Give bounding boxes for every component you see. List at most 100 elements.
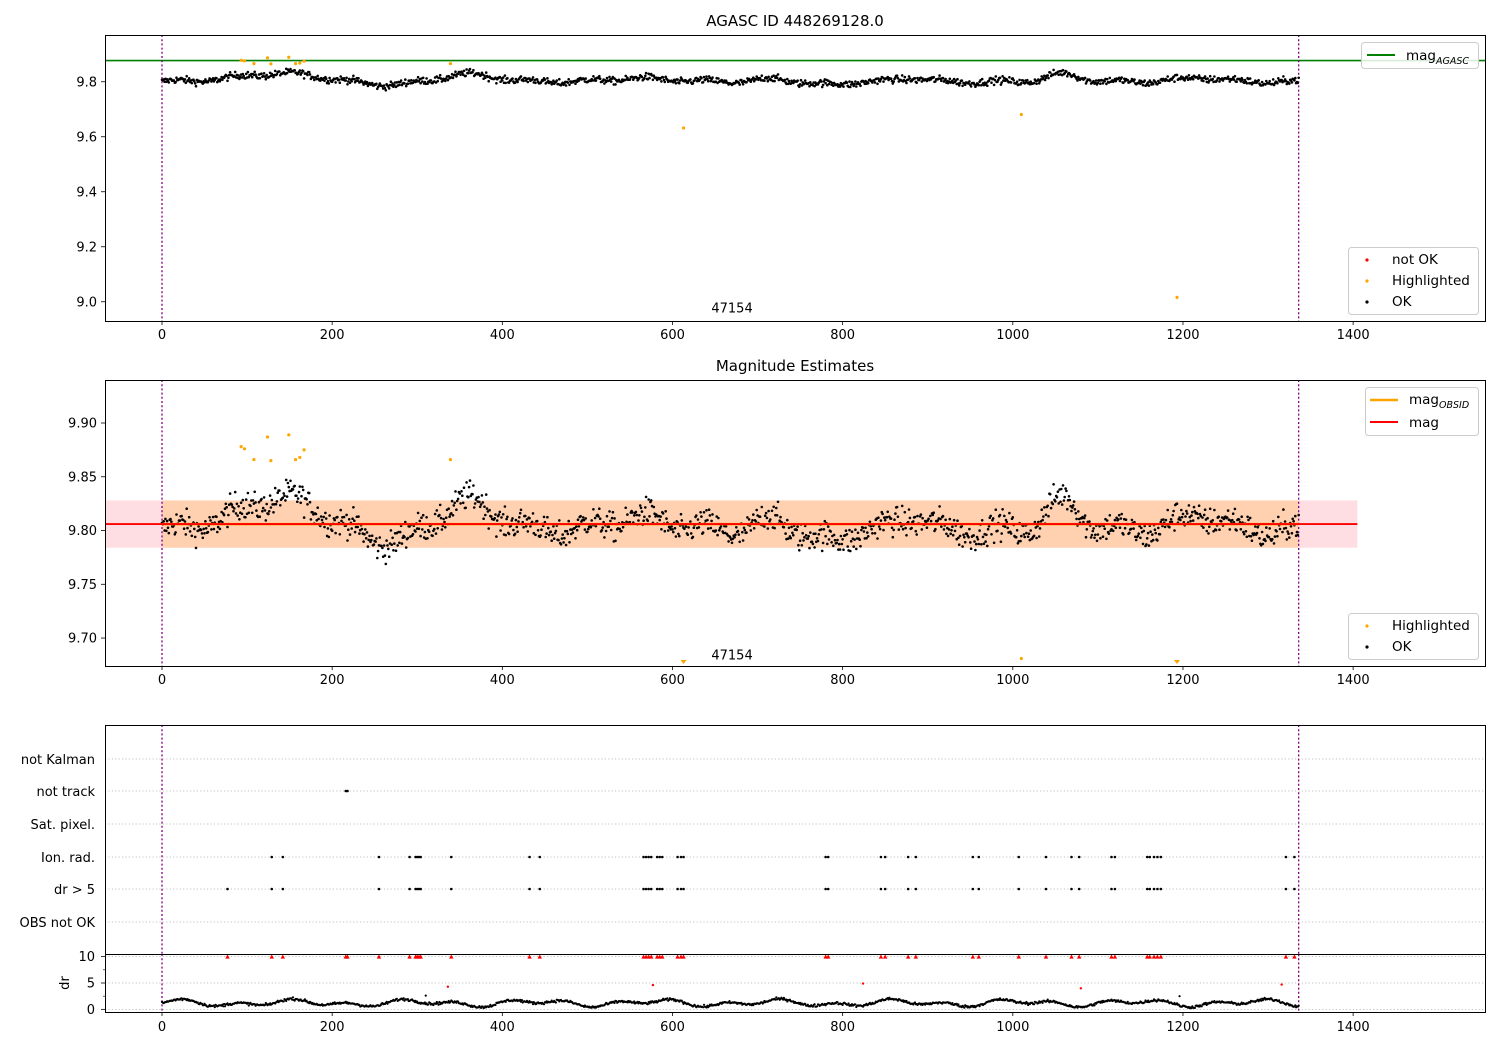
ok-point bbox=[558, 519, 561, 522]
ok-point bbox=[450, 512, 453, 515]
ok-point bbox=[1169, 518, 1173, 521]
ok-point bbox=[895, 74, 899, 77]
dr-clipped-marker bbox=[882, 954, 888, 959]
ok-point bbox=[526, 530, 530, 533]
ok-point bbox=[278, 70, 281, 73]
ok-point bbox=[493, 517, 497, 520]
ok-point bbox=[829, 530, 832, 533]
ok-point bbox=[559, 543, 563, 546]
ok-point bbox=[1119, 517, 1123, 520]
dr-point bbox=[702, 1006, 705, 1009]
ok-point bbox=[715, 515, 718, 518]
legend-label-highlighted: Highlighted bbox=[1392, 618, 1470, 634]
ok-point bbox=[459, 502, 462, 505]
ok-point bbox=[350, 79, 354, 83]
flag-point bbox=[1152, 855, 1156, 859]
ok-point bbox=[404, 546, 408, 549]
ok-point bbox=[969, 85, 973, 88]
ok-point bbox=[1091, 529, 1095, 533]
ok-point bbox=[603, 536, 606, 539]
ok-point bbox=[472, 484, 475, 487]
ok-point bbox=[448, 515, 451, 518]
ok-point bbox=[811, 542, 815, 546]
ok-point bbox=[763, 514, 767, 517]
ok-point bbox=[193, 82, 197, 85]
ok-point bbox=[832, 544, 835, 548]
ok-point bbox=[389, 80, 393, 83]
ok-point bbox=[193, 80, 196, 83]
flag-point bbox=[655, 855, 659, 859]
highlighted-point bbox=[302, 59, 306, 63]
ok-point bbox=[986, 527, 990, 531]
ok-point bbox=[1035, 82, 1038, 85]
ok-point bbox=[552, 525, 555, 528]
ok-point bbox=[651, 78, 655, 82]
y-tick-label: 9.85 bbox=[68, 470, 97, 485]
ok-point bbox=[1284, 526, 1288, 530]
ok-point bbox=[272, 511, 275, 514]
ok-point bbox=[589, 525, 593, 529]
ok-point bbox=[755, 508, 758, 512]
ok-point bbox=[848, 80, 851, 83]
x-tick-label: 600 bbox=[660, 328, 685, 343]
ok-point bbox=[1089, 536, 1093, 539]
ok-point bbox=[301, 70, 305, 73]
ok-point bbox=[194, 84, 198, 88]
ok-point bbox=[330, 529, 334, 533]
ok-point bbox=[165, 519, 169, 523]
flag-point bbox=[538, 887, 542, 891]
ok-point bbox=[986, 544, 989, 548]
ok-point bbox=[1276, 81, 1279, 85]
ok-point bbox=[408, 525, 411, 528]
ok-point bbox=[185, 74, 188, 78]
ok-point bbox=[717, 77, 720, 80]
ok-point bbox=[1260, 80, 1264, 84]
flag-point bbox=[1148, 887, 1152, 891]
ok-point bbox=[174, 80, 177, 84]
ok-point bbox=[957, 543, 961, 546]
flag-row-label: OBS not OK bbox=[20, 916, 96, 931]
flag-point bbox=[1159, 855, 1163, 859]
dr-point bbox=[804, 1002, 807, 1006]
ok-point bbox=[775, 76, 779, 80]
ok-point bbox=[453, 73, 457, 76]
ok-point bbox=[306, 73, 309, 77]
ok-point bbox=[1043, 74, 1046, 78]
highlighted-point bbox=[293, 457, 298, 462]
ok-point bbox=[284, 478, 288, 482]
ok-point bbox=[239, 501, 243, 505]
ok-point bbox=[877, 525, 881, 528]
ok-point bbox=[488, 508, 491, 512]
ok-point bbox=[904, 526, 907, 530]
ok-point bbox=[1065, 70, 1068, 73]
ok-point bbox=[534, 81, 537, 85]
ok-point bbox=[1084, 82, 1088, 85]
y-axis: 9.09.29.49.69.8 bbox=[76, 75, 105, 310]
flag-point bbox=[676, 887, 679, 891]
ok-point bbox=[238, 518, 241, 521]
ok-point bbox=[512, 528, 515, 532]
ok-point bbox=[687, 526, 690, 529]
ok-point bbox=[921, 516, 924, 520]
x-tick-label: 400 bbox=[490, 673, 515, 688]
ok-point bbox=[1003, 514, 1006, 518]
ok-point bbox=[677, 532, 680, 536]
ok-point bbox=[1072, 500, 1076, 503]
dr-clipped-marker bbox=[1112, 954, 1118, 959]
ok-point bbox=[1232, 78, 1236, 81]
ok-point bbox=[459, 73, 462, 77]
ok-point bbox=[1239, 80, 1243, 83]
ok-point bbox=[998, 76, 1002, 80]
ok-point bbox=[231, 505, 234, 509]
flag-point bbox=[977, 887, 981, 891]
ok-point bbox=[391, 82, 394, 85]
ok-point bbox=[775, 514, 779, 517]
ok-point bbox=[1197, 504, 1201, 508]
ok-point bbox=[672, 530, 675, 534]
ok-point bbox=[644, 71, 648, 75]
ok-point bbox=[1275, 530, 1278, 533]
ok-point bbox=[1113, 518, 1117, 522]
ok-point bbox=[908, 77, 912, 80]
flag-point bbox=[658, 887, 662, 891]
dr-point bbox=[424, 994, 427, 997]
